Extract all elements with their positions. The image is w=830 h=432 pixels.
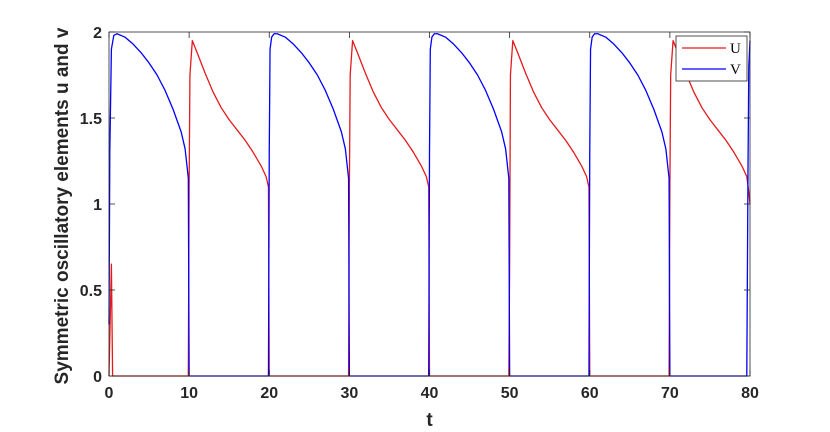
legend-box: [675, 35, 748, 82]
y-tick-label: 1: [93, 197, 102, 214]
x-tick-label: 10: [180, 385, 198, 402]
x-tick-label: 40: [421, 385, 439, 402]
y-tick-label: 0: [93, 369, 102, 386]
legend: U V: [675, 35, 748, 82]
x-tick-label: 30: [340, 385, 358, 402]
x-tick-label: 60: [581, 385, 599, 402]
legend-label-u: U: [730, 41, 741, 57]
y-axis-label: Symmetric oscillatory elements u and v: [52, 27, 73, 384]
x-tick-label: 80: [741, 385, 759, 402]
y-tick-label: 1.5: [80, 111, 102, 128]
series-line-v: [108, 33, 751, 377]
y-tick-label: 2: [93, 25, 102, 42]
y-tick-label: 0.5: [80, 283, 102, 300]
plot-area: 0 10 20 30 40 50 60 70 80 0 0.5 1 1.5 2: [80, 25, 759, 402]
x-tick-label: 0: [105, 385, 114, 402]
x-tick-label: 50: [501, 385, 519, 402]
x-tick-label: 20: [260, 385, 278, 402]
legend-label-v: V: [730, 62, 741, 78]
x-tick-label: 70: [661, 385, 679, 402]
x-axis-label: t: [426, 410, 433, 431]
